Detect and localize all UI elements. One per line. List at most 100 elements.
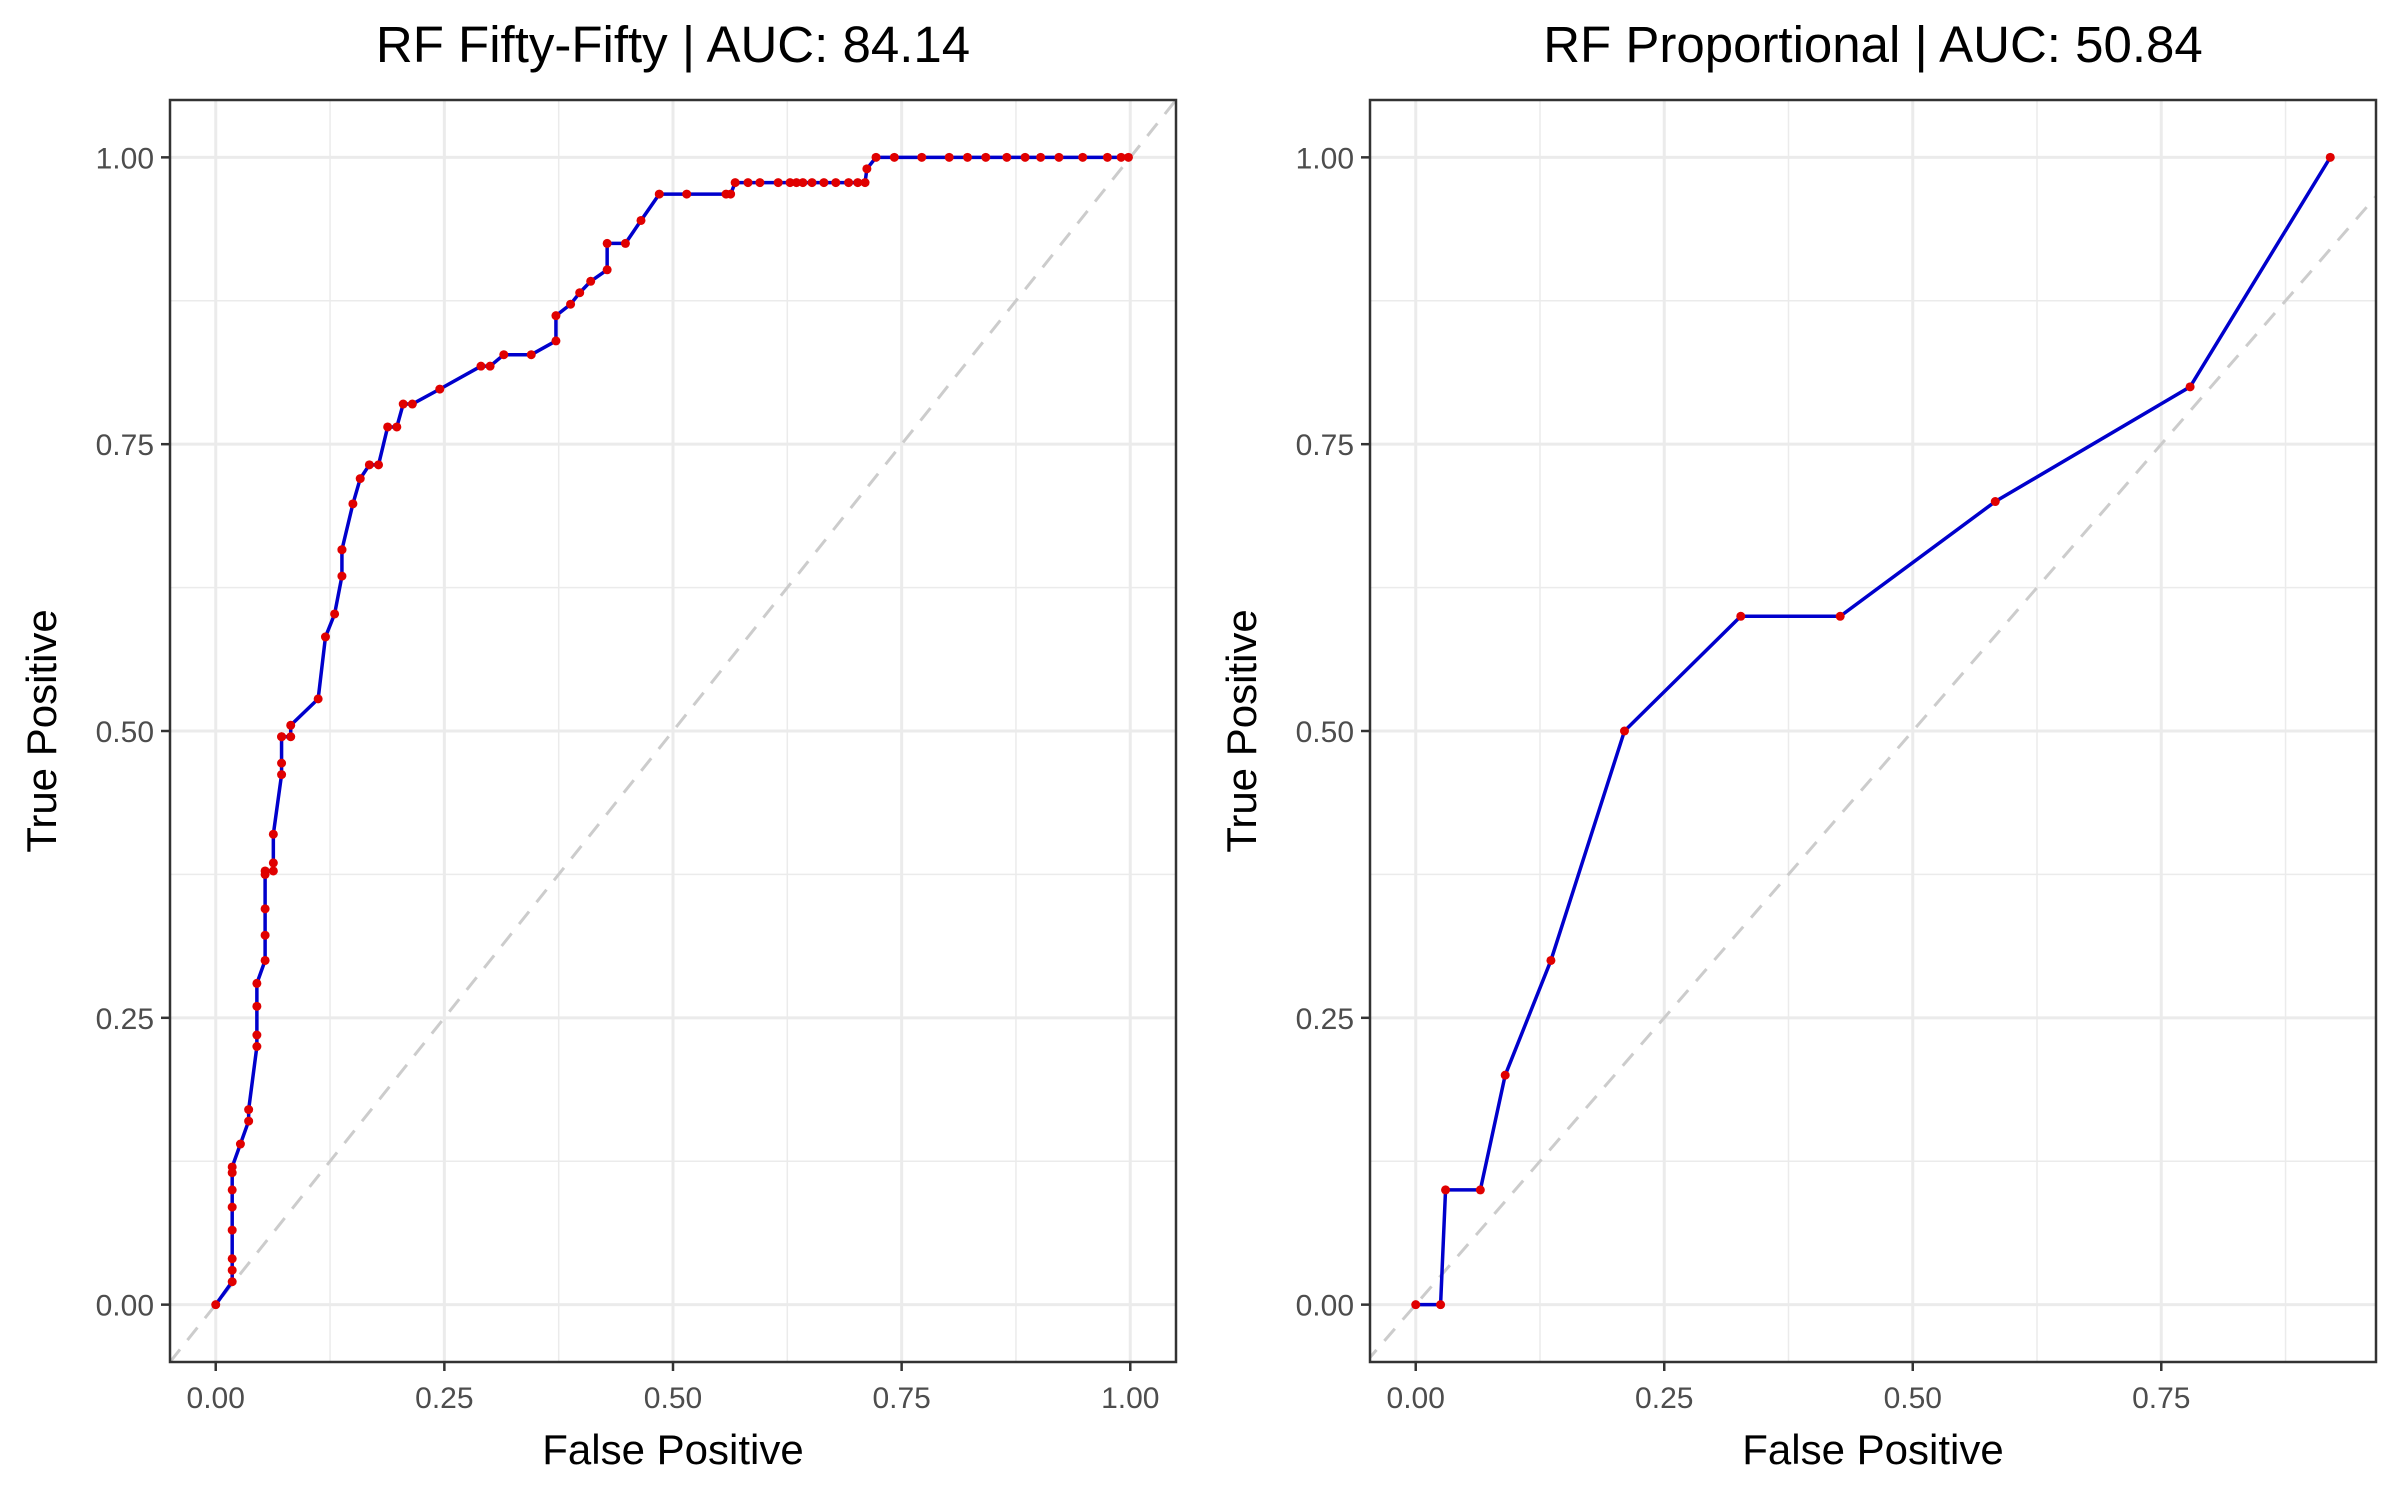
roc-point <box>871 152 881 162</box>
roc-point <box>602 238 612 248</box>
roc-point <box>364 460 374 470</box>
roc-point <box>526 350 536 360</box>
roc-point <box>320 632 330 642</box>
roc-point <box>981 152 991 162</box>
roc-point <box>355 474 365 484</box>
roc-point <box>726 189 736 199</box>
x-tick-label: 0.00 <box>1387 1382 1445 1415</box>
x-tick-label: 0.50 <box>644 1382 702 1415</box>
roc-point <box>1835 611 1845 621</box>
y-tick-label: 0.50 <box>96 716 154 749</box>
roc-point <box>252 1030 262 1040</box>
roc-point <box>286 732 296 742</box>
y-axis-title: True Positive <box>18 609 65 853</box>
roc-point <box>244 1116 254 1126</box>
roc-point <box>654 189 664 199</box>
roc-point <box>330 609 340 619</box>
roc-point <box>1116 152 1126 162</box>
roc-point <box>398 399 408 409</box>
roc-point <box>277 732 287 742</box>
x-tick-label: 0.25 <box>1635 1382 1693 1415</box>
roc-point <box>227 1225 237 1235</box>
roc-curve-line <box>1415 156 2332 1307</box>
x-axis-title: False Positive <box>1742 1426 2003 1473</box>
roc-point <box>862 164 872 174</box>
roc-point <box>1123 152 1133 162</box>
y-tick-label: 1.00 <box>96 142 154 175</box>
roc-point <box>1020 152 1030 162</box>
roc-point <box>1102 152 1112 162</box>
chart-title: RF Proportional | AUC: 50.84 <box>1543 16 2203 73</box>
roc-point <box>551 311 561 321</box>
roc-point <box>348 499 358 509</box>
diagonal-reference-line <box>170 100 1176 1362</box>
roc-point <box>244 1105 254 1115</box>
roc-point <box>798 178 808 188</box>
roc-point <box>227 1202 237 1212</box>
y-tick-label: 0.50 <box>1296 716 1354 749</box>
roc-point <box>844 178 854 188</box>
roc-point <box>1619 726 1629 736</box>
roc-point <box>499 350 509 360</box>
roc-point <box>268 829 278 839</box>
roc-point <box>227 1254 237 1264</box>
roc-point <box>260 930 270 940</box>
roc-point <box>682 189 692 199</box>
roc-point <box>889 152 899 162</box>
roc-point <box>485 361 495 371</box>
y-tick-label: 1.00 <box>1296 142 1354 175</box>
roc-point <box>620 238 630 248</box>
roc-point <box>227 1162 237 1172</box>
roc-point <box>260 904 270 914</box>
roc-point <box>260 866 270 876</box>
roc-panel-fifty-fifty: 0.00 0.25 0.50 0.75 1.00 0.00 0.25 0.50 0.75 1.00… <box>18 16 1178 1473</box>
roc-point <box>819 178 829 188</box>
roc-point <box>1436 1300 1446 1310</box>
roc-point <box>1546 955 1556 965</box>
roc-point <box>2325 152 2335 162</box>
x-tick-label: 0.25 <box>415 1382 473 1415</box>
y-tick-label: 0.25 <box>1296 1003 1354 1036</box>
roc-point <box>252 978 262 988</box>
roc-point <box>853 178 863 188</box>
roc-point <box>235 1139 245 1149</box>
y-tick-label: 0.00 <box>1296 1290 1354 1323</box>
roc-point <box>755 178 765 188</box>
y-axis-title: True Positive <box>1218 609 1265 853</box>
roc-point <box>1441 1185 1451 1195</box>
roc-point <box>268 866 278 876</box>
grid <box>1370 100 2376 1362</box>
roc-point <box>785 178 795 188</box>
roc-point <box>435 384 445 394</box>
roc-point <box>252 1001 262 1011</box>
roc-point <box>773 178 783 188</box>
roc-point <box>1500 1070 1510 1080</box>
roc-point <box>227 1277 237 1287</box>
y-tick-label: 0.75 <box>1296 429 1354 462</box>
roc-point <box>1411 1300 1421 1310</box>
roc-point <box>551 336 561 346</box>
roc-point <box>211 1300 221 1310</box>
roc-point <box>917 152 927 162</box>
roc-point <box>227 1265 237 1275</box>
roc-point <box>374 460 384 470</box>
roc-curve-line <box>214 155 1129 1306</box>
roc-point <box>1054 152 1064 162</box>
roc-point <box>392 422 402 432</box>
roc-point <box>252 1042 262 1051</box>
roc-point <box>566 299 576 309</box>
roc-point <box>1990 497 2000 507</box>
x-tick-label: 0.75 <box>2132 1382 2190 1415</box>
roc-point <box>860 178 870 188</box>
roc-point <box>227 1185 237 1195</box>
roc-point <box>1078 152 1088 162</box>
roc-point <box>268 858 278 868</box>
roc-point <box>586 276 596 286</box>
roc-point <box>575 288 585 298</box>
roc-point <box>260 955 270 965</box>
roc-point <box>944 152 954 162</box>
roc-point <box>277 770 287 780</box>
roc-point <box>743 178 753 188</box>
roc-point <box>286 720 296 730</box>
